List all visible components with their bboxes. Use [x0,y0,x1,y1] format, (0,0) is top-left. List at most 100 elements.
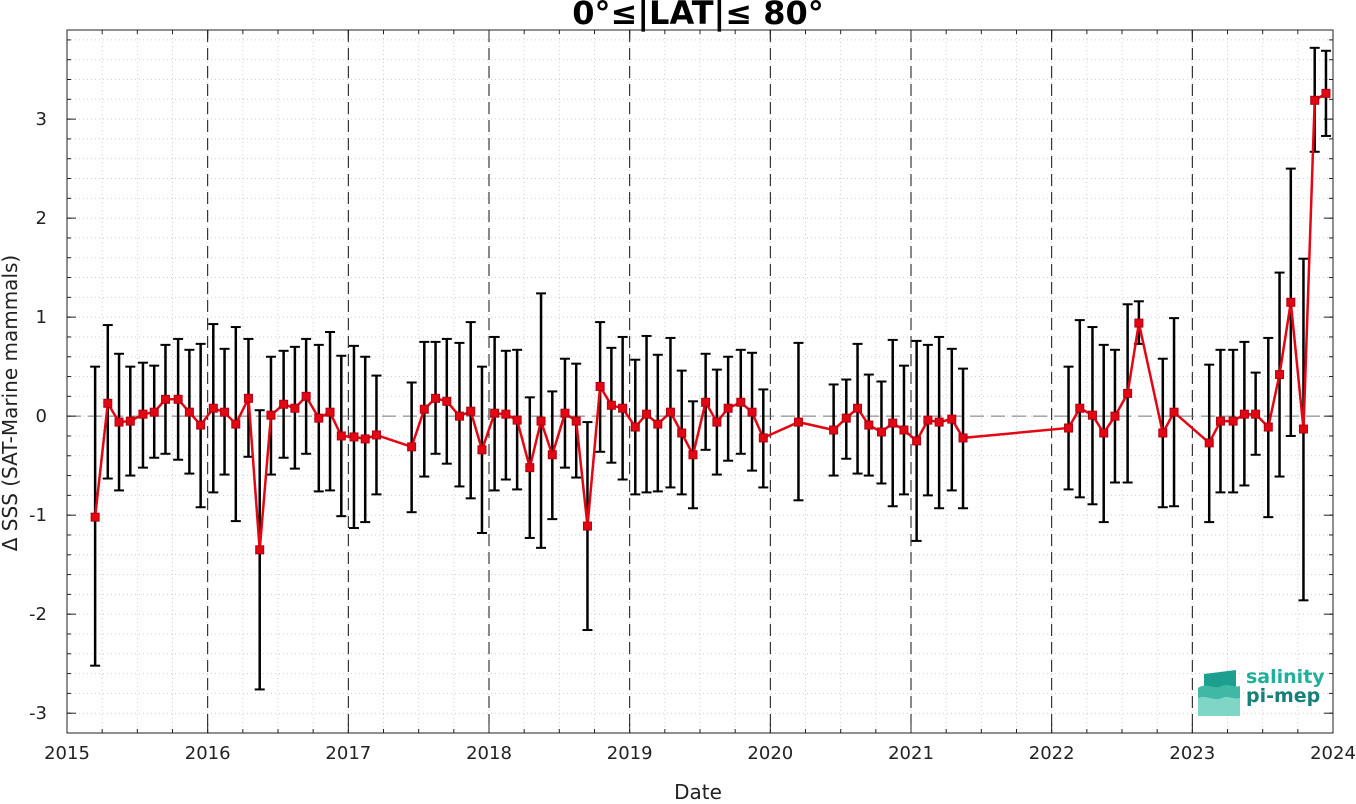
plot-frame [66,29,1334,734]
data-point-marker [1286,297,1296,307]
data-point-marker [1310,95,1320,105]
data-point-marker [490,408,500,418]
data-point-marker [736,397,746,407]
data-point-marker [525,463,535,473]
data-point-marker [1263,422,1273,432]
data-point-marker [184,407,194,417]
data-point-marker [1298,424,1308,434]
x-tick-label: 2020 [747,743,793,764]
logo-text: salinity pi-mep [1246,668,1325,706]
x-axis-label: Date [674,780,722,804]
data-point-marker [899,425,909,435]
data-point-marker [196,420,206,430]
data-point-marker [173,394,183,404]
data-point-marker [688,450,698,460]
data-point-marker [758,433,768,443]
data-point-marker [325,407,335,417]
x-tick-label: 2016 [185,743,231,764]
data-point-marker [454,411,464,421]
data-point-marker [712,417,722,427]
data-point-marker [419,404,429,414]
data-point-marker [618,403,628,413]
y-tick-label: 0 [36,406,47,427]
data-point-marker [477,445,487,455]
data-point-marker [1158,428,1168,438]
y-tick-label: 1 [36,307,47,328]
data-point-marker [407,442,417,452]
data-point-marker [349,432,359,442]
data-point-marker [149,407,159,417]
data-point-marker [934,417,944,427]
data-point-marker [888,418,898,428]
data-point-marker [1064,423,1074,433]
data-point-marker [912,436,922,446]
data-point-marker [653,419,663,429]
data-point-marker [360,434,370,444]
y-tick-label: -3 [29,703,47,724]
chart-title: 0°≤|LAT|≤ 80° [572,0,824,32]
x-tick-label: 2018 [466,743,512,764]
data-point-marker [301,391,311,401]
data-point-marker [160,394,170,404]
data-point-marker [266,410,276,420]
data-point-marker [701,397,711,407]
axes-layer: 2015 2016 2017 2018 2019 2020 2021 2022 2023 2024… [29,29,1356,764]
data-point-marker [876,427,886,437]
data-point-marker [747,407,757,417]
x-tick-label: 2015 [44,743,90,764]
data-point-marker [138,409,148,419]
data-point-marker [1169,407,1179,417]
data-point-marker [431,393,441,403]
data-point-marker [677,428,687,438]
data-point-marker [923,415,933,425]
data-point-marker [125,416,135,426]
salinity-pi-mep-logo: salinity pi-mep [1196,668,1326,718]
x-tick-label: 2023 [1169,743,1215,764]
data-point-marker [1123,388,1133,398]
data-point-marker [829,425,839,435]
data-point-marker [1204,438,1214,448]
x-tick-label: 2022 [1029,743,1075,764]
data-point-marker [290,403,300,413]
data-point-marker [665,407,675,417]
data-point-marker [571,416,581,426]
logo-line-1: salinity [1246,666,1325,688]
data-point-marker [371,430,381,440]
data-point-marker [723,403,733,413]
data-point-marker [231,419,241,429]
data-point-marker [595,381,605,391]
data-point-marker [255,545,265,555]
x-tick-label: 2017 [325,743,371,764]
data-point-marker [279,399,289,409]
data-point-marker [958,433,968,443]
data-point-marker [1134,318,1144,328]
data-point-marker [512,415,522,425]
data-point-marker [582,521,592,531]
data-point-marker [1099,428,1109,438]
series-layer [90,46,1331,691]
data-point-marker [314,413,324,423]
data-point-marker [642,409,652,419]
x-tick-label: 2024 [1310,743,1356,764]
data-point-marker [841,413,851,423]
y-tick-label: -1 [29,505,47,526]
y-axis-label: Δ SSS (SAT-Marine mammals) [0,254,22,552]
data-point-marker [501,409,511,419]
data-point-marker [606,400,616,410]
data-point-marker [208,403,218,413]
x-tick-label: 2021 [888,743,934,764]
data-point-marker [793,417,803,427]
data-point-marker [630,422,640,432]
y-tick-label: -2 [29,604,47,625]
logo-line-2: pi-mep [1246,685,1321,707]
data-point-marker [547,450,557,460]
data-point-marker [1239,409,1249,419]
data-point-marker [1075,403,1085,413]
data-point-marker [114,417,124,427]
data-point-marker [1215,416,1225,426]
grid-layer [66,30,1334,734]
data-point-marker [1321,88,1331,98]
data-point-marker [1087,410,1097,420]
data-point-marker [103,398,113,408]
y-tick-label: 2 [36,208,47,229]
